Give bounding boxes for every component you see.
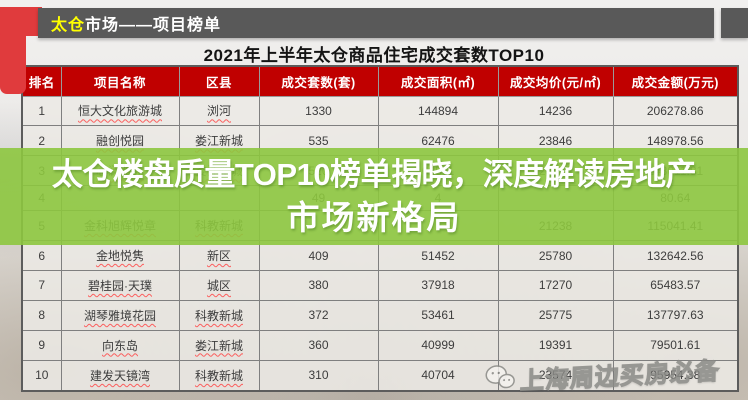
top-bar: 太仓 市场——项目榜单 [38,8,714,38]
cell-amount: 137797.63 [612,299,739,331]
col-header-amount: 成交金额(万元) [612,65,739,97]
watermark: 上海周边买房必备 [485,351,721,398]
cell-avg: 19391 [497,329,614,361]
cell-avg: 17270 [497,269,614,301]
cell-amount: 206278.86 [612,95,739,127]
col-header-area: 成交面积(㎡) [377,65,499,97]
col-header-district: 区县 [178,65,260,97]
table-row: 7 碧桂园·天璞 城区 380 37918 17270 65483.57 [21,269,739,301]
cell-avg: 25775 [497,299,614,331]
cell-amount: 79501.61 [612,329,739,361]
cell-avg: 23574 [497,359,614,392]
cell-amount: 95954.38 [612,359,739,392]
cell-area: 53461 [377,299,499,331]
col-header-avg: 成交均价(元/㎡) [497,65,614,97]
cell-avg: 14236 [497,95,614,127]
cell-units: 360 [258,329,379,361]
cell-rank: 10 [21,359,62,392]
page-title: 2021年上半年太仓商品住宅成交套数TOP10 [203,46,545,65]
cell-area: 40999 [377,329,499,361]
col-header-name: 项目名称 [60,65,180,97]
cell-amount: 65483.57 [612,269,739,301]
headline-banner: 太仓楼盘质量TOP10榜单揭晓，深度解读房地产 市场新格局 [0,148,748,245]
cell-avg: 25780 [497,240,614,271]
cell-area: 144894 [377,95,499,127]
cell-name: 金地悦隽 [60,240,180,271]
cell-name: 建发天镜湾 [60,359,180,392]
wechat-icon [485,363,516,397]
cell-district: 娄江新城 [178,329,260,361]
cell-area: 40704 [377,359,499,392]
cell-rank: 1 [21,95,62,127]
col-header-rank: 排名 [21,65,62,97]
cell-district: 科教新城 [178,359,260,392]
cell-district: 科教新城 [178,299,260,331]
headline-line-2: 市场新格局 [286,198,462,236]
table-row: 6 金地悦隽 新区 409 51452 25780 132642.56 [21,240,739,271]
cell-units: 380 [258,269,379,301]
header-row: 排名 项目名称 区县 成交套数(套) 成交面积(㎡) 成交均价(元/㎡) 成交金… [21,65,739,97]
top-bar-label: 市场——项目榜单 [85,17,222,34]
cell-name: 向东岛 [60,329,180,361]
cell-area: 37918 [377,269,499,301]
cell-district: 新区 [178,240,260,271]
cell-rank: 7 [21,269,62,301]
cell-rank: 6 [21,240,62,271]
table-header: 排名 项目名称 区县 成交套数(套) 成交面积(㎡) 成交均价(元/㎡) 成交金… [21,65,739,97]
top-bar-end-segment [721,8,748,38]
top-bar-highlight: 太仓 [51,17,86,34]
cell-name: 碧桂园·天璞 [60,269,180,301]
table-row: 9 向东岛 娄江新城 360 40999 19391 79501.61 [21,329,739,361]
table-row: 10 建发天镜湾 科教新城 310 40704 23574 95954.38 [21,359,739,392]
table-row: 8 湖琴雅境花园 科教新城 372 53461 25775 137797.63 [21,299,739,331]
col-header-units: 成交套数(套) [258,65,379,97]
cell-area: 51452 [377,240,499,271]
cell-district: 浏河 [178,95,260,127]
cell-units: 310 [258,359,379,392]
cell-units: 372 [258,299,379,331]
red-ribbon-horizontal [0,7,42,36]
table-row: 1 恒大文化旅游城 浏河 1330 144894 14236 206278.86 [21,95,739,127]
cell-units: 409 [258,240,379,271]
headline-line-1: 太仓楼盘质量TOP10榜单揭晓，深度解读房地产 [51,156,697,192]
cell-district: 城区 [178,269,260,301]
cell-name: 恒大文化旅游城 [60,95,180,127]
cell-amount: 132642.56 [612,240,739,271]
cell-rank: 9 [21,329,62,361]
cell-rank: 8 [21,299,62,331]
cell-name: 湖琴雅境花园 [60,299,180,331]
cell-units: 1330 [258,95,379,127]
